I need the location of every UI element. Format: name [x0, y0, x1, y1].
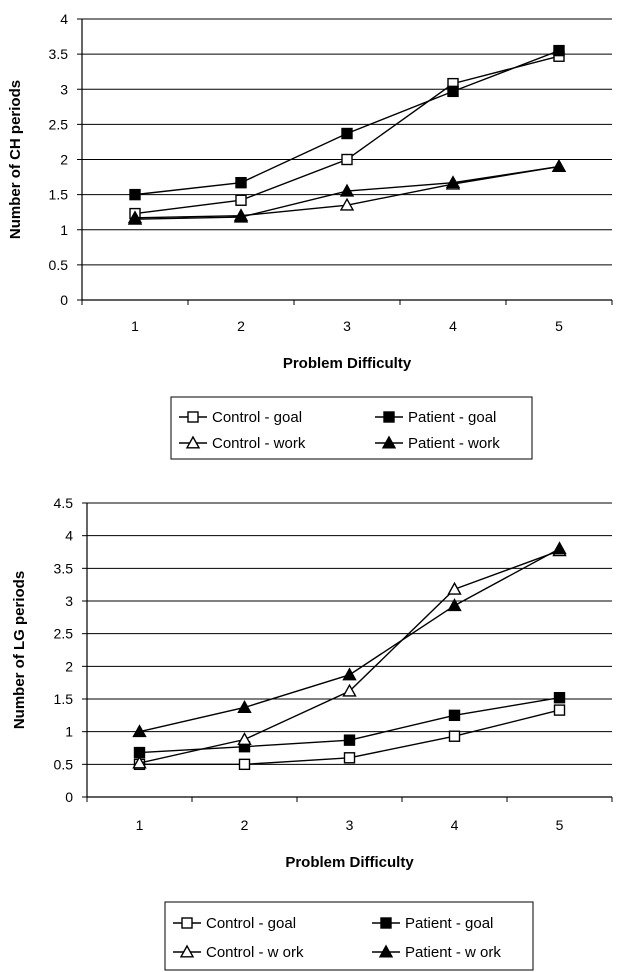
legend-marker-open-triangle	[185, 435, 201, 449]
y-tick-label: 2.5	[49, 116, 69, 132]
data-point-filled-triangle	[552, 541, 567, 555]
data-point-filled-triangle	[551, 159, 567, 173]
y-tick-label: 1	[65, 724, 73, 740]
data-point-open-triangle	[339, 197, 355, 211]
x-tick-label: 3	[346, 817, 354, 833]
y-axis-title: Number of CH periods	[7, 80, 24, 239]
y-tick-label: 0	[65, 789, 73, 805]
series-line-filled-triangle	[139, 548, 560, 733]
data-point-filled-triangle	[233, 209, 249, 223]
data-point-filled-square	[553, 691, 566, 704]
y-tick-label: 3.5	[54, 560, 74, 576]
chart-lg-periods: 0 0.5 1 1.5 2 2.5 3 3.5 4 4.5 1 2 3 4 5 Problem Difficu…	[11, 495, 613, 971]
data-point-open-square	[343, 752, 356, 764]
data-point-open-triangle	[132, 755, 147, 769]
y-tick-label: 2.5	[54, 626, 74, 642]
x-tick-label: 2	[237, 318, 245, 334]
y-tick-label: 3.5	[49, 46, 69, 62]
legend-label: Patient - goal	[408, 409, 496, 426]
legend-label: Patient - goal	[405, 915, 493, 932]
y-tick-label: 4.5	[54, 495, 74, 511]
data-point-filled-square	[343, 734, 356, 746]
y-tick-label: 0.5	[49, 257, 69, 273]
y-tick-label: 4	[60, 11, 68, 27]
x-axis-title: Problem Difficulty	[283, 355, 412, 372]
y-tick-label: 2	[60, 152, 68, 168]
data-point-filled-triangle	[339, 183, 355, 197]
y-tick-label: 3	[65, 593, 73, 609]
data-point-filled-triangle	[342, 667, 357, 681]
data-point-open-triangle	[447, 581, 462, 595]
x-tick-label: 1	[131, 318, 139, 334]
data-point-open-square	[448, 730, 461, 742]
legend-marker-open-square	[187, 411, 199, 423]
y-tick-label: 2	[65, 658, 73, 674]
data-point-open-square	[553, 704, 566, 716]
legend-box	[164, 901, 534, 971]
data-point-filled-square	[553, 44, 565, 57]
data-point-filled-triangle	[447, 598, 462, 612]
data-point-filled-square	[235, 176, 247, 189]
y-tick-label: 1.5	[54, 691, 74, 707]
y-tick-label: 0.5	[54, 756, 74, 772]
y-tick-label: 1	[60, 222, 68, 238]
data-point-open-triangle	[342, 683, 357, 697]
legend-marker-filled-triangle	[378, 944, 394, 958]
x-tick-label: 3	[343, 318, 351, 334]
legend-marker-open-triangle	[179, 944, 195, 958]
x-tick-label: 4	[451, 817, 459, 833]
data-point-filled-triangle	[132, 724, 147, 738]
legend-label: Control - goal	[212, 409, 302, 426]
data-point-filled-square	[341, 127, 353, 140]
legend-box	[170, 396, 533, 460]
legend-label: Patient - w ork	[405, 944, 501, 961]
data-point-filled-triangle	[445, 175, 461, 189]
data-point-open-triangle	[237, 732, 252, 746]
y-tick-label: 0	[60, 292, 68, 308]
y-axis-title: Number of LG periods	[11, 571, 28, 729]
data-point-open-square	[341, 153, 353, 166]
x-tick-label: 2	[241, 817, 249, 833]
x-axis-title: Problem Difficulty	[285, 854, 414, 871]
y-tick-label: 1.5	[49, 187, 69, 203]
legend-label: Control - work	[212, 435, 306, 452]
x-tick-label: 1	[136, 817, 144, 833]
legend-label: Control - w ork	[206, 944, 304, 961]
data-point-filled-square	[129, 188, 141, 201]
data-point-filled-square	[448, 709, 461, 722]
x-tick-label: 5	[556, 817, 564, 833]
legend-marker-filled-square	[383, 411, 395, 423]
legend-marker-open-square	[181, 917, 193, 929]
data-point-filled-square	[447, 85, 459, 98]
y-tick-label: 4	[65, 528, 73, 544]
data-point-open-square	[235, 194, 247, 206]
data-point-open-square	[238, 758, 251, 771]
legend-label: Control - goal	[206, 915, 296, 932]
data-point-filled-triangle	[127, 211, 143, 225]
legend-marker-filled-triangle	[381, 435, 397, 449]
data-point-filled-triangle	[237, 700, 252, 713]
chart-ch-periods: 0 0.5 1 1.5 2 2.5 3 3.5 4 1 2 3 4 5 Problem Difficulty…	[7, 11, 613, 460]
x-tick-label: 5	[555, 318, 563, 334]
y-tick-label: 3	[60, 81, 68, 97]
legend-label: Patient - work	[408, 435, 500, 452]
x-tick-label: 4	[449, 318, 457, 334]
legend-marker-filled-square	[380, 917, 392, 929]
